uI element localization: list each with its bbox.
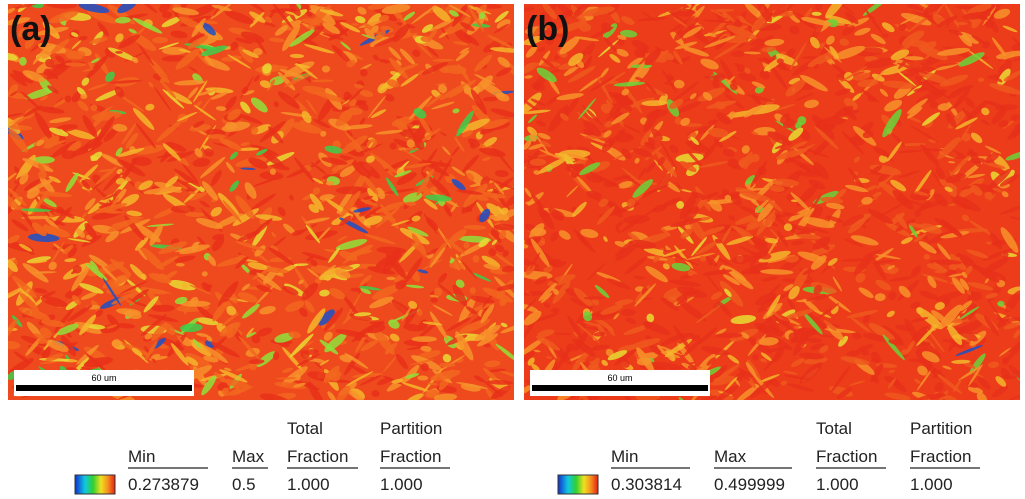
legend-header: Total (816, 419, 852, 438)
legend-header: Max (232, 447, 265, 466)
scale-bar (532, 385, 708, 391)
scale-bar-label: 60 um (91, 373, 116, 383)
legend-value: 0.499999 (714, 475, 785, 494)
legend-header: Partition (910, 419, 972, 438)
grain (970, 158, 985, 163)
grain (80, 94, 87, 99)
legend-header: Min (128, 447, 155, 466)
grain (386, 277, 395, 280)
legend-header: Fraction (380, 447, 441, 466)
scale-bar-label: 60 um (607, 373, 632, 383)
grain (412, 336, 437, 342)
grain (621, 309, 635, 316)
legend-value: 0.303814 (611, 475, 682, 494)
figure: (a) 60 um Total Partition Min Max Fraction Frac… (0, 0, 1025, 499)
legend-header: Fraction (910, 447, 971, 466)
orientation-map (0, 0, 528, 411)
grain (530, 159, 546, 166)
page: (a) 60 um Total Partition Min Max Fraction Frac… (0, 0, 1025, 499)
legend-value: 1.000 (910, 475, 953, 494)
panel-label: (a) (10, 10, 52, 48)
legend-header: Max (714, 447, 747, 466)
legend-value: 1.000 (380, 475, 423, 494)
legend-header: Fraction (816, 447, 877, 466)
legend-header: Min (611, 447, 638, 466)
color-scale (558, 475, 598, 494)
legend-header: Partition (380, 419, 442, 438)
legend-value: 1.000 (287, 475, 330, 494)
legend-header: Total (287, 419, 323, 438)
grain (439, 363, 455, 368)
color-scale (75, 475, 115, 494)
panel-label: (b) (526, 10, 569, 48)
orientation-map (509, 0, 1025, 411)
legend-value: 1.000 (816, 475, 859, 494)
grain (19, 57, 27, 66)
legend-value: 0.273879 (128, 475, 199, 494)
legend-value: 0.5 (232, 475, 256, 494)
grain (430, 297, 438, 303)
legend-header: Fraction (287, 447, 348, 466)
scale-bar (16, 385, 192, 391)
